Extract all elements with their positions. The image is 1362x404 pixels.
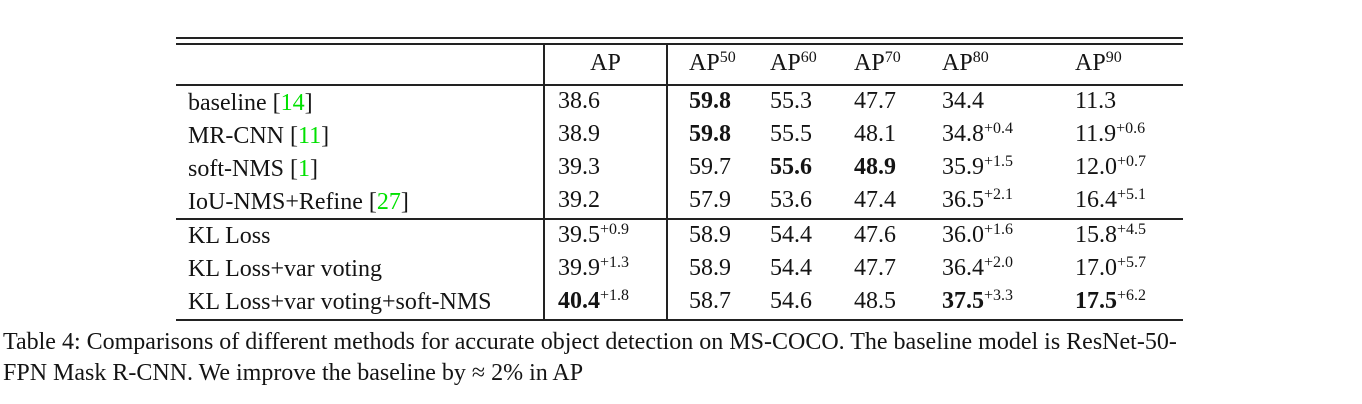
cell-ap80: 34.8+0.4 (942, 120, 1014, 147)
cell-ap: 39.2 (543, 185, 668, 219)
cell-ap80: 36.4+2.0 (942, 254, 1014, 281)
bracket: [ (290, 122, 299, 149)
method-cell: baseline [14] (176, 85, 544, 119)
cell-ap: 39.5+0.9 (543, 218, 668, 253)
caption-line-2: FPN Mask R-CNN. We improve the baseline … (3, 360, 584, 386)
method-label: IoU-NMS+Refine (188, 188, 363, 215)
cell-ap50: 59.8 (689, 121, 731, 147)
table-row-baseline: baseline [14] 38.6 59.8 55.3 47.7 34.4 11… (176, 85, 1183, 119)
table-row-kl-loss: KL Loss 39.5+0.9 58.9 54.4 47.6 36.0+1.6… (176, 218, 1183, 253)
method-cell: KL Loss (176, 218, 544, 253)
method-label: baseline (188, 89, 267, 116)
cell-ap70: 48.9 (854, 154, 896, 180)
cell-ap90: 15.8+4.5 (1057, 218, 1183, 253)
cell-ap70: 48.1 (854, 121, 896, 147)
citation-link[interactable]: 11 (298, 122, 322, 149)
cell-ap60: 55.5 (770, 121, 812, 147)
cell-ap50: 58.9 (667, 218, 752, 253)
method-label: KL Loss (188, 223, 271, 249)
method-label: KL Loss+var voting (188, 256, 382, 282)
cell-ap60: 54.4 (770, 255, 812, 281)
results-table: AP AP50 AP60 AP70 AP80 AP90 baseline [14]… (176, 45, 1183, 321)
table-row-soft-nms: soft-NMS [1] 39.3 59.7 55.6 48.9 35.9+1.5… (176, 152, 1183, 185)
cell-ap50: 58.7 (689, 288, 731, 314)
method-cell: KL Loss+var voting (176, 253, 544, 286)
table-top-double-rule (176, 37, 1183, 45)
citation-link[interactable]: 1 (298, 155, 311, 182)
cell-ap60: 54.4 (752, 218, 837, 253)
method-label: KL Loss+var voting+soft-NMS (188, 289, 492, 315)
header-ap60: AP60 (752, 45, 837, 86)
citation-link[interactable]: 27 (376, 188, 401, 215)
cell-ap60: 54.6 (770, 288, 812, 314)
cell-ap90: 11.3 (1075, 88, 1117, 114)
cell-ap90: 16.4+5.1 (1075, 186, 1147, 213)
cell-ap70: 47.7 (854, 88, 896, 114)
table-row-kl-loss-var-voting: KL Loss+var voting 39.9+1.3 58.9 54.4 47… (176, 253, 1183, 286)
header-ap90: AP90 (1057, 45, 1183, 86)
cell-ap: 40.4+1.8 (543, 286, 668, 320)
header-method (176, 45, 544, 86)
table-row-iou-nms-refine: IoU-NMS+Refine [27] 39.2 57.9 53.6 47.4 3… (176, 185, 1183, 219)
bracket: [ (290, 155, 299, 182)
cell-ap80: 36.5+2.1 (942, 186, 1014, 213)
cell-ap60: 55.3 (770, 88, 812, 114)
header-ap50: AP50 (667, 45, 752, 86)
cell-ap80: 35.9+1.5 (942, 153, 1014, 180)
results-table-zone: AP AP50 AP60 AP70 AP80 AP90 baseline [14]… (176, 37, 1183, 321)
cell-ap: 39.3 (543, 152, 668, 185)
bracket: [ (368, 188, 377, 215)
method-cell: IoU-NMS+Refine [27] (176, 185, 544, 219)
cell-ap80: 36.0+1.6 (932, 218, 1057, 253)
method-cell: soft-NMS [1] (176, 152, 544, 185)
method-label: MR-CNN (188, 122, 285, 149)
method-cell: MR-CNN [11] (176, 119, 544, 152)
citation: [27] (369, 189, 409, 215)
cell-ap90: 17.0+5.7 (1075, 254, 1147, 281)
cell-ap60: 53.6 (770, 187, 812, 213)
cell-ap80: 37.5+3.3 (942, 287, 1014, 314)
bracket: ] (400, 188, 409, 215)
bracket: ] (321, 122, 330, 149)
cell-ap50: 59.8 (689, 88, 731, 114)
cell-ap70: 47.4 (854, 187, 896, 213)
caption-line-1: Table 4: Comparisons of different method… (3, 329, 1177, 355)
bracket: ] (304, 89, 313, 116)
cell-ap90: 11.9+0.6 (1075, 120, 1146, 147)
bracket: ] (310, 155, 319, 182)
cell-ap50: 59.7 (689, 154, 731, 180)
table-row-kl-loss-var-voting-soft-nms: KL Loss+var voting+soft-NMS 40.4+1.8 58.… (176, 286, 1183, 320)
cell-ap90: 17.5+6.2 (1075, 287, 1147, 314)
header-ap80: AP80 (932, 45, 1057, 86)
citation: [11] (290, 123, 329, 149)
bracket: [ (272, 89, 281, 116)
citation: [14] (273, 90, 313, 116)
cell-ap80: 34.4 (942, 88, 984, 114)
citation-link[interactable]: 14 (280, 89, 305, 116)
method-label: soft-NMS (188, 155, 285, 182)
header-ap70: AP70 (837, 45, 932, 86)
cell-ap50: 58.9 (689, 255, 731, 281)
cell-ap: 38.6 (543, 85, 668, 119)
citation: [1] (290, 156, 318, 182)
table-row-mr-cnn: MR-CNN [11] 38.9 59.8 55.5 48.1 34.8+0.4 … (176, 119, 1183, 152)
header-ap: AP (543, 45, 668, 86)
cell-ap60: 55.6 (770, 154, 812, 180)
cell-ap90: 12.0+0.7 (1075, 153, 1147, 180)
cell-ap70: 48.5 (854, 288, 896, 314)
cell-ap: 39.9+1.3 (543, 253, 668, 286)
cell-ap: 38.9 (543, 119, 668, 152)
cell-ap70: 47.6 (837, 218, 932, 253)
header-row: AP AP50 AP60 AP70 AP80 AP90 (176, 45, 1183, 86)
cell-ap70: 47.7 (854, 255, 896, 281)
table-caption: Table 4: Comparisons of different method… (3, 327, 1359, 389)
method-cell: KL Loss+var voting+soft-NMS (176, 286, 544, 320)
cell-ap50: 57.9 (689, 187, 731, 213)
